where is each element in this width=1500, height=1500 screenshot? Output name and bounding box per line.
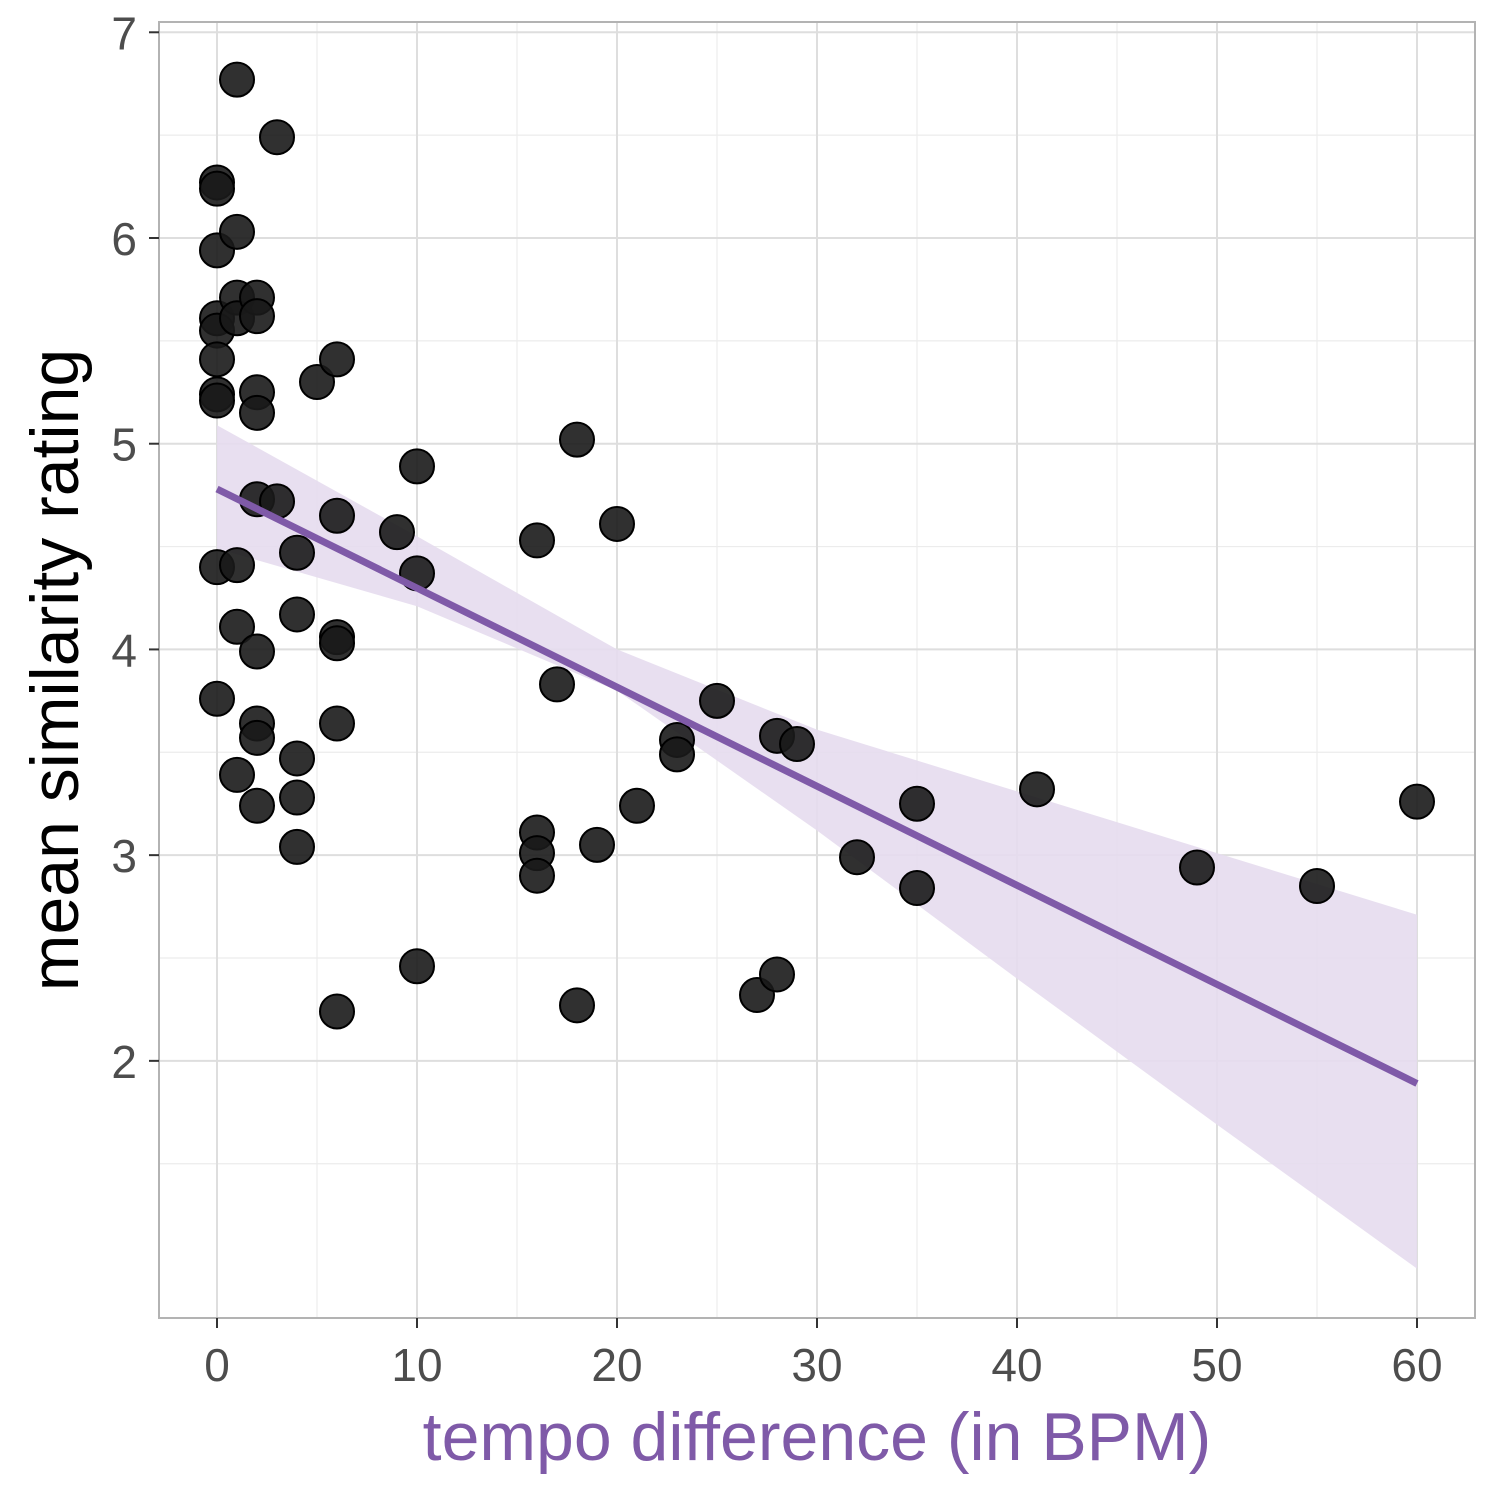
data-point — [399, 948, 435, 985]
data-point — [199, 680, 235, 717]
y-tick-label: 5 — [111, 419, 137, 471]
data-point — [319, 705, 355, 742]
data-point — [599, 505, 635, 542]
y-tick-label: 3 — [111, 830, 137, 882]
data-point — [759, 956, 795, 993]
data-point — [279, 534, 315, 571]
data-point — [239, 394, 275, 431]
data-point — [559, 421, 595, 458]
data-point — [219, 608, 255, 645]
data-point — [1299, 868, 1335, 904]
data-point — [199, 170, 235, 207]
data-point — [559, 987, 595, 1024]
data-point — [519, 857, 555, 894]
x-tick-label: 50 — [1191, 1339, 1242, 1391]
data-point — [659, 736, 695, 773]
data-point — [379, 514, 415, 551]
regression-line — [215, 485, 1419, 1087]
y-tick-labels: 2 3 4 5 6 7 — [111, 7, 137, 1088]
data-point — [779, 726, 815, 763]
data-point — [319, 497, 355, 534]
x-axis-title: tempo difference (in BPM) — [423, 1399, 1212, 1475]
x-tick-label: 10 — [391, 1339, 442, 1391]
data-point — [219, 213, 255, 250]
x-tick-label: 0 — [204, 1339, 230, 1391]
data-point — [239, 719, 275, 756]
data-point — [239, 298, 275, 335]
fit-line-layer — [215, 485, 1419, 1087]
data-point — [219, 547, 255, 584]
data-point — [259, 119, 295, 156]
data-point — [399, 448, 435, 485]
axis-ticks — [149, 31, 1418, 1328]
data-point — [279, 740, 315, 777]
data-point — [219, 61, 255, 98]
y-tick-label: 6 — [111, 213, 137, 265]
x-tick-labels: 0 10 20 30 40 50 60 — [204, 1339, 1442, 1391]
data-point — [1179, 849, 1215, 886]
data-point — [279, 828, 315, 865]
data-point — [1019, 771, 1055, 808]
y-tick-label: 7 — [111, 7, 137, 59]
data-point — [539, 666, 575, 703]
x-tick-label: 30 — [791, 1339, 842, 1391]
data-point — [239, 633, 275, 670]
points-layer — [199, 61, 1435, 1030]
data-point — [319, 993, 355, 1030]
y-tick-label: 4 — [111, 624, 137, 676]
y-tick-label: 2 — [111, 1036, 137, 1088]
data-point — [619, 787, 655, 824]
data-point — [319, 625, 355, 662]
y-axis-title: mean similarity rating — [17, 349, 93, 991]
x-tick-label: 20 — [591, 1339, 642, 1391]
data-point — [299, 364, 335, 400]
data-point — [199, 382, 235, 419]
x-tick-label: 40 — [991, 1339, 1042, 1391]
data-point — [239, 787, 275, 824]
data-point — [899, 785, 935, 822]
data-point — [279, 596, 315, 633]
data-point — [699, 682, 735, 719]
data-point — [279, 779, 315, 816]
x-tick-label: 60 — [1391, 1339, 1442, 1391]
data-point — [319, 341, 355, 378]
data-point — [199, 341, 235, 378]
data-point — [1399, 783, 1435, 820]
data-point — [579, 826, 615, 863]
data-point — [839, 839, 875, 876]
data-point — [519, 522, 555, 559]
data-point — [219, 756, 255, 793]
data-point — [899, 870, 935, 907]
